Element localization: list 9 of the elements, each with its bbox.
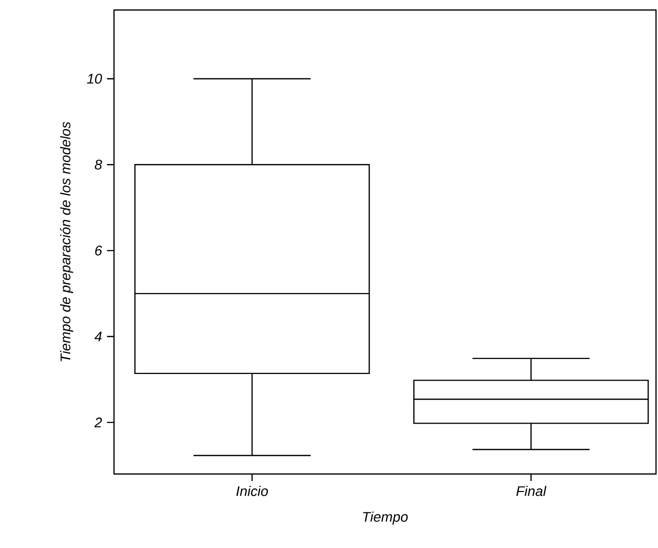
- y-tick-label: 4: [94, 332, 102, 342]
- y-tick-label: 8: [94, 160, 102, 170]
- y-tick-label: 10: [87, 74, 102, 84]
- x-tick-label: Inicio: [236, 486, 268, 496]
- x-axis-title: Tiempo: [363, 512, 408, 525]
- y-tick-label: 2: [94, 418, 102, 428]
- y-axis-title: Tiempo de preparación de los modelos: [60, 122, 74, 362]
- x-tick-label: Final: [516, 486, 546, 496]
- y-tick-label: 6: [95, 246, 102, 256]
